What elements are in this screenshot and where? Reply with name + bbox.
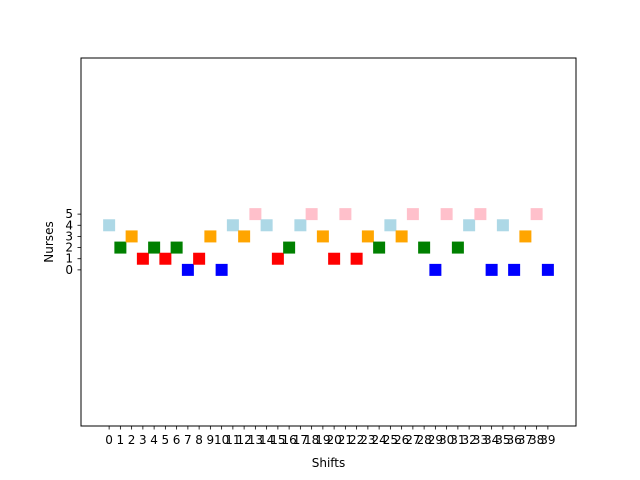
x-tick-label: 3: [139, 433, 147, 447]
x-tick-label: 16: [281, 433, 296, 447]
data-point-shift-26: [395, 230, 408, 243]
x-tick-label: 9: [207, 433, 215, 447]
data-point-shift-35: [496, 219, 509, 232]
x-tick-label: 6: [173, 433, 181, 447]
data-point-shift-4: [148, 241, 161, 254]
data-point-shift-24: [373, 241, 386, 254]
data-point-shift-10: [215, 263, 228, 276]
x-tick-label: 4: [150, 433, 158, 447]
x-tick-label: 37: [518, 433, 533, 447]
x-tick-label: 36: [506, 433, 521, 447]
data-point-shift-0: [103, 219, 116, 232]
y-tick-label: 1: [65, 252, 73, 266]
x-tick-label: 22: [349, 433, 364, 447]
data-point-shift-22: [350, 252, 363, 265]
data-point-shift-11: [226, 219, 239, 232]
data-point-shift-8: [193, 252, 206, 265]
data-point-shift-21: [339, 208, 352, 221]
data-point-shift-38: [530, 208, 543, 221]
points-layer: [103, 208, 554, 276]
y-axis-label: Nurses: [42, 221, 56, 262]
data-point-shift-12: [238, 230, 251, 243]
y-tick-label: 2: [65, 241, 73, 255]
x-tick-label: 11: [225, 433, 240, 447]
data-point-shift-33: [474, 208, 487, 221]
x-tick-label: 28: [416, 433, 431, 447]
data-point-shift-3: [136, 252, 149, 265]
x-tick-label: 12: [236, 433, 251, 447]
data-point-shift-19: [316, 230, 329, 243]
data-point-shift-25: [384, 219, 397, 232]
data-point-shift-31: [451, 241, 464, 254]
data-point-shift-29: [429, 263, 442, 276]
x-tick-label: 10: [214, 433, 229, 447]
data-point-shift-27: [406, 208, 419, 221]
x-tick-label: 25: [383, 433, 398, 447]
x-tick-label: 14: [259, 433, 274, 447]
x-tick-label: 39: [540, 433, 555, 447]
data-point-shift-14: [260, 219, 273, 232]
x-tick-label: 31: [450, 433, 465, 447]
x-tick-label: 20: [326, 433, 341, 447]
y-tick-label: 0: [65, 263, 73, 277]
data-point-shift-37: [519, 230, 532, 243]
x-tick-label: 35: [495, 433, 510, 447]
x-tick-label: 29: [428, 433, 443, 447]
y-tick-label: 3: [65, 229, 73, 243]
data-point-shift-7: [181, 263, 194, 276]
data-point-shift-13: [249, 208, 262, 221]
x-tick-label: 24: [371, 433, 386, 447]
data-point-shift-1: [114, 241, 127, 254]
data-point-shift-18: [305, 208, 318, 221]
x-tick-label: 15: [270, 433, 285, 447]
x-tick-label: 19: [315, 433, 330, 447]
x-tick-label: 18: [304, 433, 319, 447]
data-point-shift-20: [328, 252, 341, 265]
x-tick-label: 33: [473, 433, 488, 447]
x-tick-label: 27: [405, 433, 420, 447]
x-tick-label: 8: [195, 433, 203, 447]
y-tick-label: 5: [65, 207, 73, 221]
x-tick-label: 2: [128, 433, 136, 447]
x-axis: 0 1 2 3 4 5 6 7 8 9 101112131415161718192021222324…: [105, 426, 556, 447]
x-tick-label: 34: [484, 433, 499, 447]
data-point-shift-15: [271, 252, 284, 265]
data-point-shift-6: [170, 241, 183, 254]
data-point-shift-30: [440, 208, 453, 221]
data-point-shift-16: [283, 241, 296, 254]
plot-frame: [80, 57, 577, 427]
x-tick-label: 30: [439, 433, 454, 447]
x-tick-label: 13: [248, 433, 263, 447]
x-tick-label: 38: [529, 433, 544, 447]
data-point-shift-5: [159, 252, 172, 265]
x-tick-label: 23: [360, 433, 375, 447]
data-point-shift-2: [125, 230, 138, 243]
x-tick-label: 7: [184, 433, 192, 447]
x-tick-label: 5: [162, 433, 170, 447]
data-point-shift-32: [463, 219, 476, 232]
data-point-shift-34: [485, 263, 498, 276]
x-tick-label: 0: [105, 433, 113, 447]
data-point-shift-36: [508, 263, 521, 276]
x-axis-label: Shifts: [312, 456, 346, 470]
data-point-shift-39: [541, 263, 554, 276]
x-tick-label: 32: [461, 433, 476, 447]
data-point-shift-23: [361, 230, 374, 243]
y-tick-label: 4: [65, 218, 73, 232]
x-tick-label: 1: [117, 433, 125, 447]
data-point-shift-9: [204, 230, 217, 243]
x-tick-label: 26: [394, 433, 409, 447]
x-tick-label: 17: [293, 433, 308, 447]
data-point-shift-17: [294, 219, 307, 232]
x-tick-label: 21: [338, 433, 353, 447]
data-point-shift-28: [418, 241, 431, 254]
